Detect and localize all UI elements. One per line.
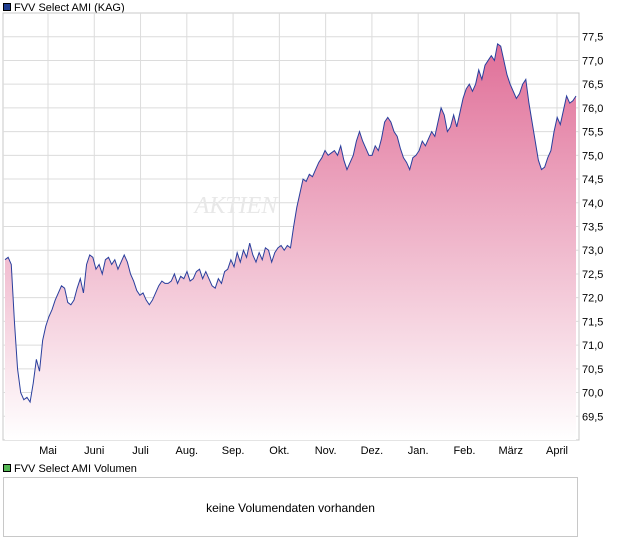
x-tick-label: Okt.	[269, 445, 289, 457]
volume-legend: FVV Select AMI Volumen	[3, 462, 137, 476]
x-tick-label: Feb.	[453, 445, 475, 457]
volume-empty-message: keine Volumendaten vorhanden	[206, 501, 375, 515]
x-tick-label: Juli	[132, 445, 149, 457]
price-line	[4, 42, 577, 404]
y-tick-label: 72,0	[582, 293, 603, 305]
y-axis-ticks: 69,5 70,0 70,5 71,0 71,5 72,0 72,5 73,0 73,5 74,0…	[582, 32, 603, 424]
y-tick-label: 74,5	[582, 174, 603, 186]
y-tick-label: 74,0	[582, 198, 603, 210]
x-tick-label: Nov.	[315, 445, 337, 457]
y-tick-label: 76,0	[582, 103, 603, 115]
y-tick-label: 73,5	[582, 222, 603, 234]
x-tick-label: Sep.	[222, 445, 245, 457]
price-legend: FVV Select AMI (KAG)	[3, 1, 125, 15]
y-tick-label: 70,0	[582, 388, 603, 400]
x-tick-label: April	[546, 445, 568, 457]
y-tick-label: 69,5	[582, 411, 603, 423]
price-legend-swatch	[3, 3, 11, 12]
x-tick-label: Jan.	[408, 445, 429, 457]
y-tick-label: 70,5	[582, 364, 603, 376]
volume-panel: keine Volumendaten vorhanden	[3, 477, 578, 537]
x-tick-label: März	[499, 445, 523, 457]
price-area	[5, 43, 576, 440]
x-axis-ticks: Mai Juni Juli Aug. Sep. Okt. Nov. Dez. Jan. Feb. M…	[39, 445, 568, 457]
y-tick-label: 73,0	[582, 245, 603, 257]
y-tick-label: 76,5	[582, 79, 603, 91]
y-tick-label: 71,0	[582, 340, 603, 352]
price-legend-label: FVV Select AMI (KAG)	[14, 2, 125, 14]
volume-legend-label: FVV Select AMI Volumen	[14, 463, 137, 475]
x-tick-label: Aug.	[175, 445, 198, 457]
y-tick-label: 77,5	[582, 32, 603, 44]
y-tick-label: 75,0	[582, 150, 603, 162]
watermark-text: AKTIEN	[193, 193, 280, 219]
y-tick-label: 72,5	[582, 269, 603, 281]
x-tick-label: Dez.	[361, 445, 384, 457]
x-tick-label: Juni	[84, 445, 104, 457]
volume-legend-swatch	[3, 464, 11, 473]
x-tick-label: Mai	[39, 445, 57, 457]
y-tick-label: 77,0	[582, 55, 603, 67]
price-chart: AKTIEN 69,5 70,0 70,5 71,0 71,5 72,0 72,5 73,0 7…	[2, 12, 603, 457]
y-tick-label: 75,5	[582, 127, 603, 139]
y-tick-label: 71,5	[582, 316, 603, 328]
